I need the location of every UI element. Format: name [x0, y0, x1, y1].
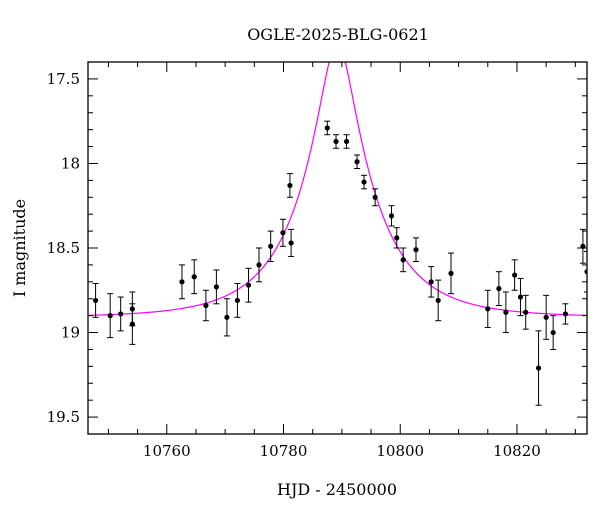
data-point [579, 228, 586, 264]
data-point [223, 298, 230, 337]
data-marker [388, 213, 395, 219]
data-marker [394, 235, 400, 241]
data-marker [107, 313, 113, 319]
data-marker [203, 302, 209, 309]
data-marker [354, 159, 360, 165]
data-point [178, 264, 185, 300]
data-marker [324, 125, 330, 131]
data-marker [118, 311, 124, 317]
data-point [129, 303, 136, 345]
data-point [372, 188, 379, 207]
data-marker [179, 279, 185, 285]
data-point [448, 252, 455, 295]
data-marker [413, 247, 419, 253]
data-point [107, 293, 114, 339]
plot-frame [87, 61, 588, 435]
data-marker [268, 243, 274, 249]
data-marker [361, 179, 367, 185]
data-point [428, 266, 435, 298]
data-point [543, 294, 550, 340]
data-marker [517, 294, 524, 300]
data-point [388, 205, 395, 227]
data-marker [448, 270, 454, 276]
data-marker [92, 297, 99, 304]
data-point [435, 279, 442, 322]
data-marker [333, 138, 339, 145]
y-tick-label: 19.5 [47, 408, 80, 426]
data-marker [343, 138, 350, 145]
data-marker [400, 257, 406, 263]
data-point [234, 283, 241, 318]
y-tick-label: 18.5 [47, 239, 80, 257]
axis-ticks: 10760 10780 10800 10820 17.5 18 18.5 19 19.5 [47, 61, 587, 460]
data-marker [372, 194, 378, 200]
data-point [495, 271, 502, 306]
y-tick-label: 17.5 [47, 70, 80, 88]
x-axis-label: HJD - 2450000 [277, 480, 397, 499]
data-point [92, 283, 99, 318]
y-axis-label: I magnitude [10, 199, 29, 297]
x-tick-label: 10820 [493, 442, 541, 460]
data-point [562, 303, 569, 325]
data-marker [435, 297, 441, 304]
data-marker [287, 182, 293, 189]
data-marker [191, 274, 197, 280]
data-point [400, 247, 407, 273]
data-marker [523, 309, 529, 315]
data-marker [213, 284, 219, 290]
y-tick-label: 18 [61, 154, 80, 172]
data-point [117, 296, 124, 332]
data-point [288, 228, 295, 257]
data-marker [428, 279, 434, 285]
data-point [511, 259, 518, 291]
model-curve [88, 62, 587, 316]
data-marker [512, 272, 518, 278]
data-point [324, 120, 331, 136]
data-point [202, 289, 209, 322]
data-point [412, 237, 419, 263]
data-point [354, 154, 361, 170]
data-marker [129, 321, 135, 327]
data-point [256, 247, 263, 283]
data-marker [550, 329, 556, 336]
data-point [213, 269, 220, 305]
data-point [535, 330, 542, 406]
data-point [279, 218, 286, 247]
x-tick-label: 10780 [260, 442, 308, 460]
data-marker [485, 306, 491, 312]
data-point [333, 134, 340, 149]
data-marker [234, 297, 241, 304]
data-point [286, 173, 293, 198]
data-point [245, 267, 252, 303]
y-tick-label: 19 [61, 324, 80, 342]
data-marker [280, 230, 286, 236]
data-point [343, 134, 350, 149]
data-marker [543, 314, 549, 320]
data-marker [224, 314, 230, 320]
data-point [522, 294, 529, 330]
data-marker [245, 282, 252, 288]
data-points-layer [92, 120, 587, 406]
x-tick-label: 10760 [143, 442, 191, 460]
data-point [393, 227, 400, 249]
data-marker [562, 311, 569, 317]
data-marker [535, 365, 542, 371]
data-marker [256, 262, 262, 268]
model-curve-layer [88, 62, 587, 316]
data-point [502, 291, 509, 334]
data-point [267, 230, 274, 263]
data-marker [288, 240, 294, 246]
data-point [191, 259, 198, 295]
data-point [361, 174, 368, 190]
data-point [517, 277, 524, 317]
x-tick-label: 10800 [376, 442, 424, 460]
data-point [484, 289, 491, 328]
data-marker [503, 309, 509, 315]
chart-title: OGLE-2025-BLG-0621 [247, 25, 429, 44]
data-point [550, 315, 557, 350]
data-marker [496, 285, 502, 292]
